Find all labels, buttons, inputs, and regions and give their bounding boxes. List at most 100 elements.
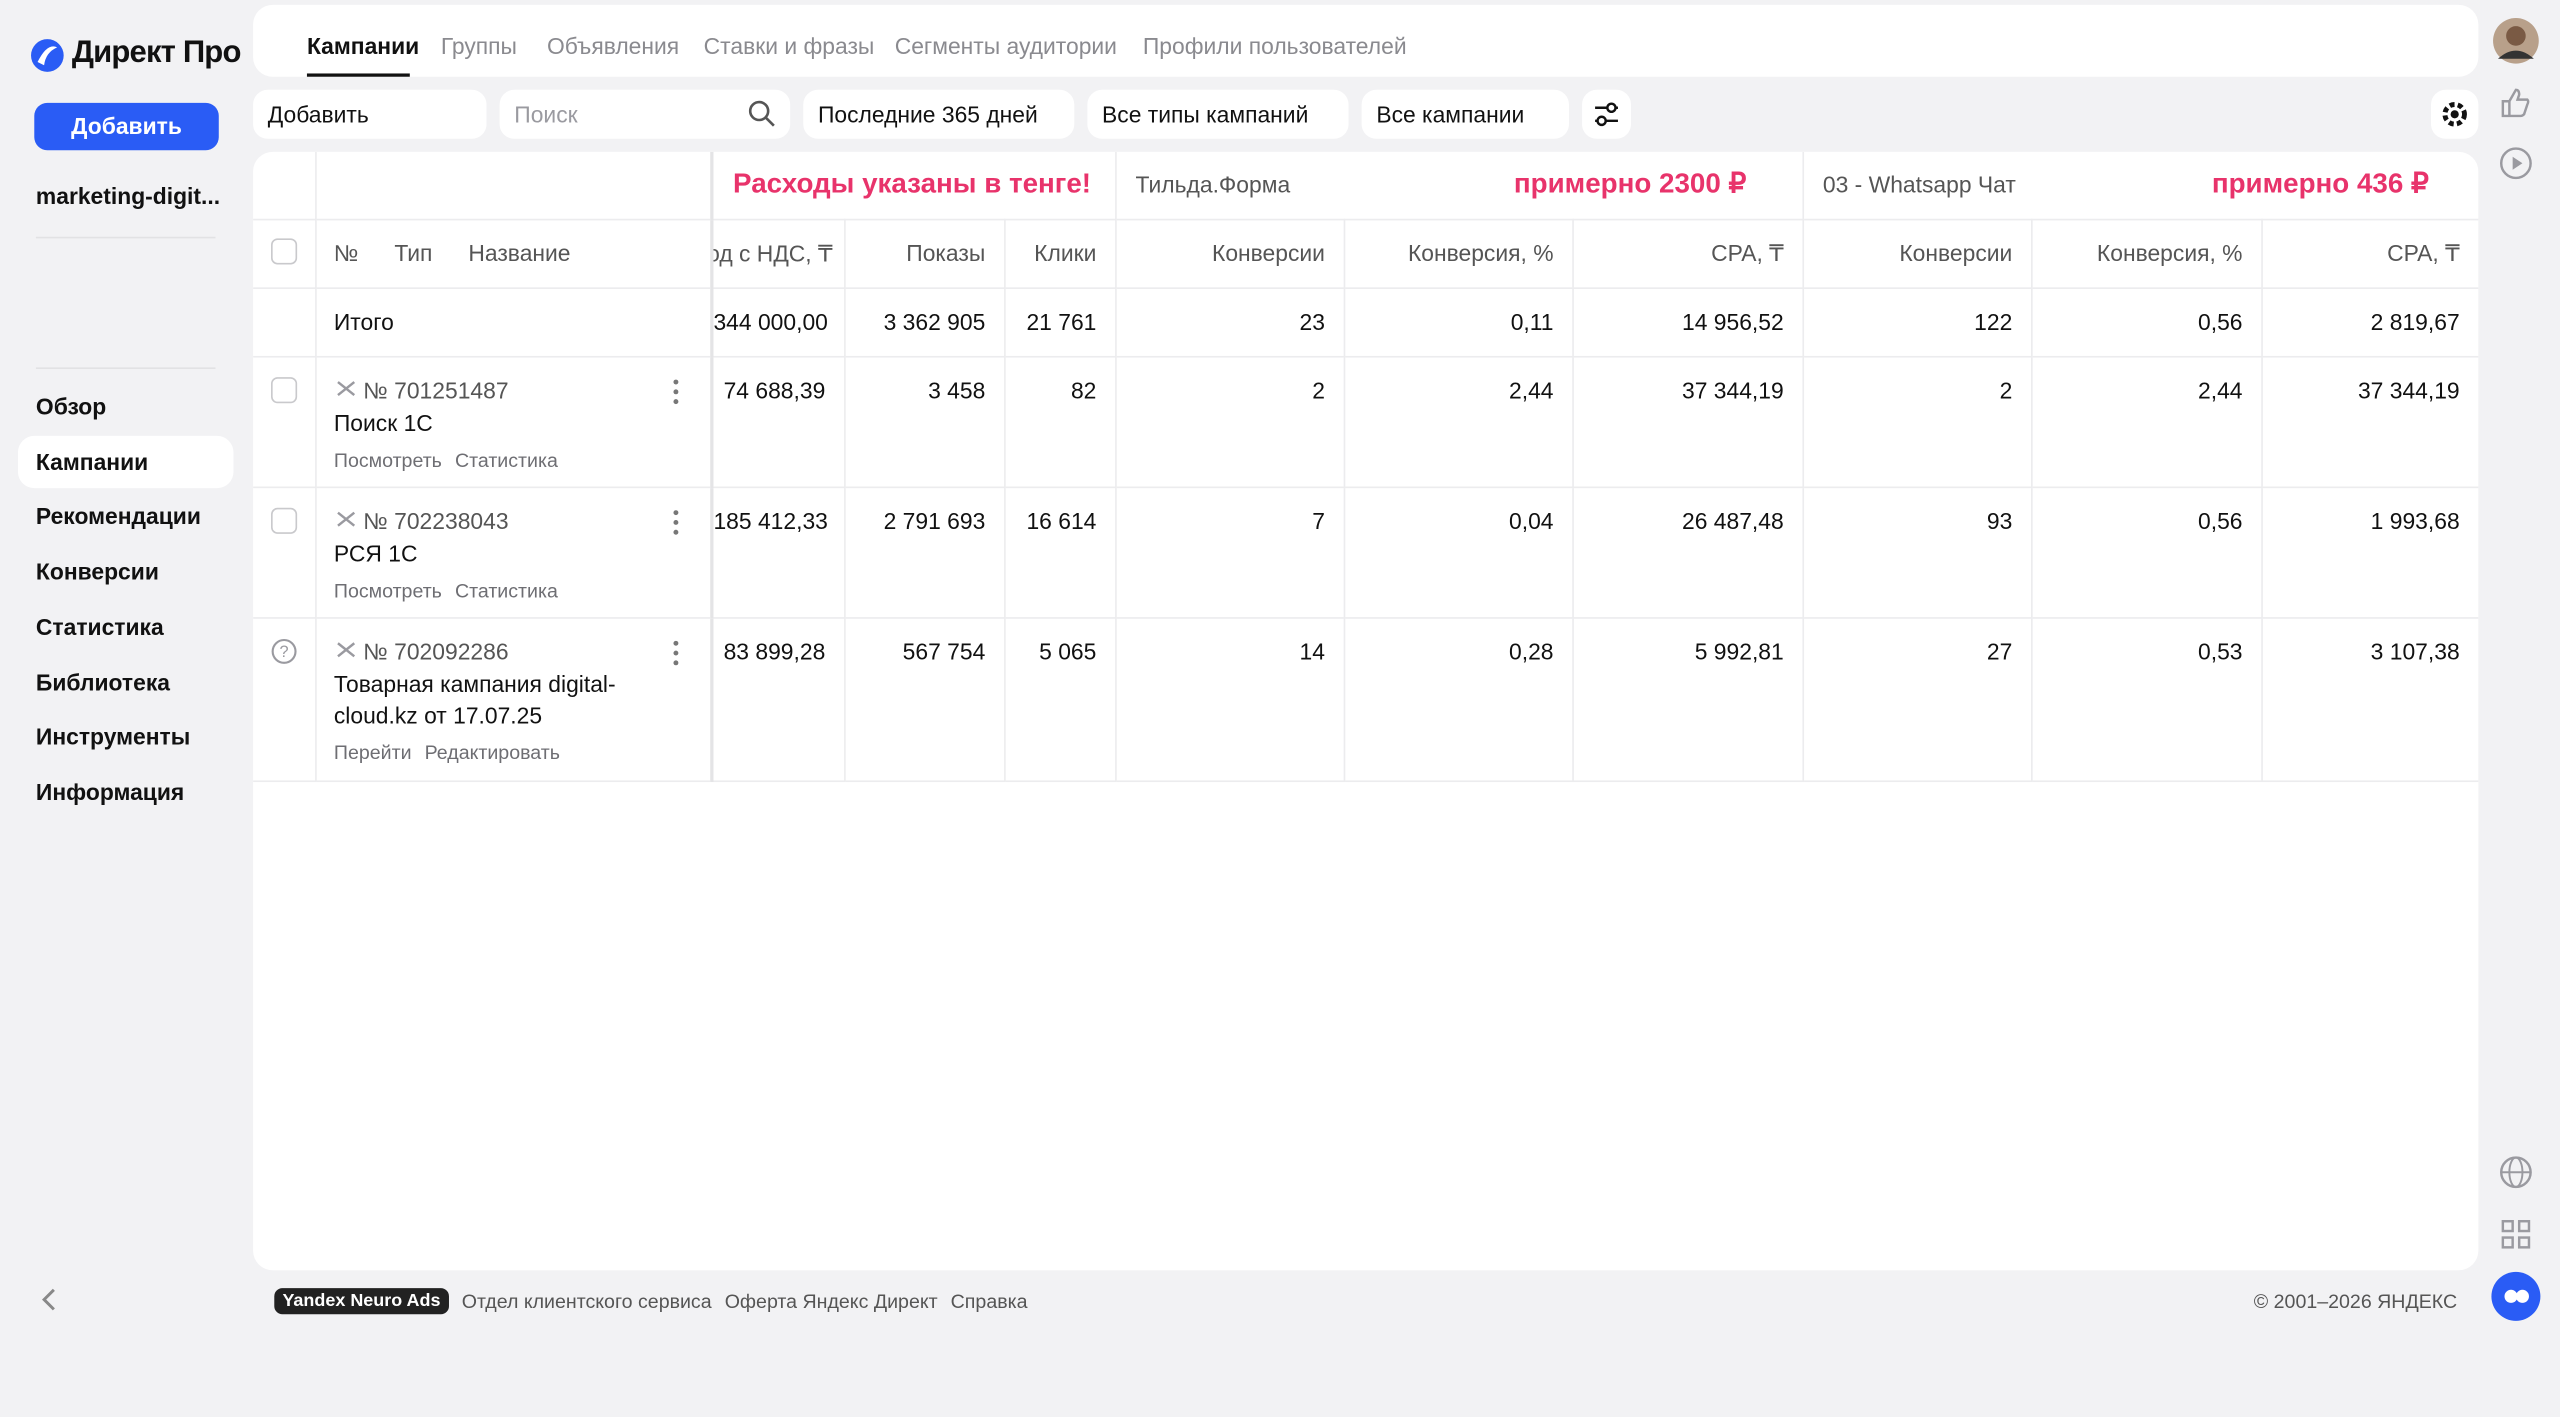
metric-value: 83 899,28	[711, 617, 845, 782]
divider	[35, 367, 216, 369]
nav-item[interactable]: Рекомендации	[35, 503, 201, 530]
tab[interactable]: Профили пользователей	[1142, 32, 1407, 59]
column-header[interactable]: Конверсии	[1115, 218, 1345, 289]
campaign-link[interactable]: Редактировать	[424, 740, 560, 764]
like-icon[interactable]	[2498, 85, 2534, 121]
annotation: Расходы указаны в тенге!	[733, 168, 1092, 200]
filter-dropdown[interactable]: Все кампании	[1361, 89, 1569, 170]
filter-dropdown[interactable]: Последние 365 дней	[803, 89, 1075, 170]
metric-value: 5 992,81	[1572, 617, 1804, 782]
nav-item[interactable]: Кампании	[17, 435, 234, 488]
column-header[interactable]: CPA, ₸	[2261, 218, 2479, 289]
checkbox[interactable]	[270, 506, 297, 534]
column-header[interactable]: од с НДС, ₸	[711, 218, 845, 289]
campaign-name[interactable]: РСЯ 1С	[333, 539, 418, 566]
more-menu[interactable]	[671, 378, 681, 404]
campaign-id: № 702238043	[363, 506, 509, 534]
search-icon	[748, 100, 775, 127]
filter-dropdown[interactable]: Все типы кампаний	[1087, 89, 1349, 170]
nav-item[interactable]: Библиотека	[35, 668, 170, 695]
play-icon[interactable]	[2498, 145, 2534, 181]
cell	[315, 151, 714, 220]
column-header[interactable]: Показы	[844, 218, 1005, 289]
tab[interactable]: Ставки и фразы	[703, 32, 875, 59]
assistant-button[interactable]	[2490, 1270, 2542, 1322]
cell: Расходы указаны в тенге!	[711, 151, 1116, 220]
campaign-link[interactable]: Посмотреть	[333, 448, 442, 472]
column-header[interactable]: CPA, ₸	[1572, 218, 1804, 289]
gear-icon	[2442, 102, 2467, 127]
footer-link[interactable]: Отдел клиентского сервиса	[461, 1289, 712, 1313]
filters-button[interactable]	[1582, 89, 1632, 139]
campaign-name[interactable]: Товарная кампания digital-cloud.kz от 17…	[333, 670, 616, 728]
campaign-link[interactable]: Посмотреть	[333, 578, 442, 602]
campaign-type-icon	[336, 380, 355, 396]
column-header[interactable]: Тип	[394, 239, 433, 267]
campaign-link[interactable]: Статистика	[454, 448, 558, 472]
nav-item[interactable]: Конверсии	[35, 558, 159, 585]
campaign-links: Посмотреть Статистика	[334, 445, 687, 471]
nav-item[interactable]: Инструменты	[35, 723, 191, 750]
metric-value: 5 065	[1004, 617, 1116, 782]
settings-button[interactable]	[2431, 89, 2479, 139]
collapse-icon[interactable]	[36, 1287, 62, 1313]
add-button[interactable]: Добавить	[34, 102, 219, 151]
tab[interactable]: Кампании	[306, 32, 420, 59]
nav-item[interactable]: Информация	[35, 778, 185, 805]
avatar[interactable]	[2491, 16, 2540, 65]
account-name[interactable]: marketing-digit...	[35, 182, 221, 209]
tab-underline	[306, 73, 410, 77]
name-cell: № 701251487 Поиск 1С Посмотреть Статистика	[315, 355, 714, 488]
metric-value: 7	[1115, 486, 1345, 618]
globe-icon[interactable]	[2498, 1154, 2534, 1190]
add-campaign-button[interactable]: Добавить кампанию	[253, 89, 487, 176]
metric-value: 82	[1004, 355, 1116, 488]
nav-item[interactable]: Статистика	[35, 613, 164, 640]
column-header[interactable]: Название	[468, 239, 571, 267]
metric-value: 93	[1802, 486, 2032, 618]
nav-item[interactable]: Обзор	[35, 393, 107, 420]
tab[interactable]: Сегменты аудитории	[894, 32, 1117, 59]
divider	[35, 236, 216, 239]
column-header[interactable]: Конверсия, %	[2031, 218, 2263, 289]
help-icon[interactable]: ?	[271, 638, 297, 664]
campaign-link[interactable]: Статистика	[454, 578, 558, 602]
campaign-name[interactable]: Поиск 1С	[333, 408, 433, 436]
campaign-row: № 701251487 Поиск 1С Посмотреть Статистика 7…	[253, 355, 2479, 488]
filter-label: Все кампании	[1376, 101, 1525, 128]
column-header[interactable]: Конверсия, %	[1343, 218, 1574, 289]
column-header-row: № Тип Название од с НДС, ₸ Показы Клики Конвер…	[253, 218, 2479, 289]
total-value: 3 362 905	[844, 287, 1005, 357]
column-header[interactable]: Конверсии	[1802, 218, 2032, 289]
total-value: 23	[1115, 287, 1345, 357]
goal-name: 03 - Whatsapp Чат	[1822, 171, 2016, 198]
metric-value: 2,44	[1343, 355, 1574, 488]
more-menu[interactable]	[671, 639, 681, 665]
column-header[interactable]: №	[333, 239, 359, 267]
more-menu[interactable]	[671, 509, 681, 535]
search-placeholder: Поиск	[514, 101, 578, 128]
metric-value: 0,28	[1343, 617, 1574, 782]
metric-value: 27	[1802, 617, 2032, 782]
apps-icon[interactable]	[2500, 1218, 2533, 1251]
total-value: 344 000,00	[711, 287, 845, 357]
checkbox[interactable]	[270, 237, 297, 264]
total-value: 14 956,52	[1572, 287, 1804, 357]
footer-link[interactable]: Справка	[950, 1289, 1028, 1313]
tab[interactable]: Группы	[440, 32, 517, 59]
campaign-id: № 702092286	[363, 637, 509, 664]
metric-value: 2 791 693	[844, 486, 1005, 618]
goal-name: Тильда.Форма	[1135, 171, 1291, 198]
search-input[interactable]: Поиск	[499, 89, 791, 139]
total-value: 21 761	[1004, 287, 1116, 357]
checkbox[interactable]	[270, 376, 297, 403]
column-header[interactable]: Клики	[1004, 218, 1116, 289]
neuro-ads-badge[interactable]: Yandex Neuro Ads	[274, 1288, 449, 1315]
tab[interactable]: Объявления	[546, 32, 680, 59]
metric-value: 37 344,19	[1572, 355, 1804, 488]
campaign-link[interactable]: Перейти	[333, 740, 412, 764]
name-cell: № 702238043 РСЯ 1С Посмотреть Статистика	[315, 486, 714, 618]
footer-link[interactable]: Оферта Яндекс Директ	[724, 1289, 938, 1313]
goal-annotation: примерно 436 ₽	[2211, 168, 2429, 200]
total-row: Итого 344 000,00 3 362 905 21 761 23 0,11 14 9…	[253, 287, 2479, 357]
